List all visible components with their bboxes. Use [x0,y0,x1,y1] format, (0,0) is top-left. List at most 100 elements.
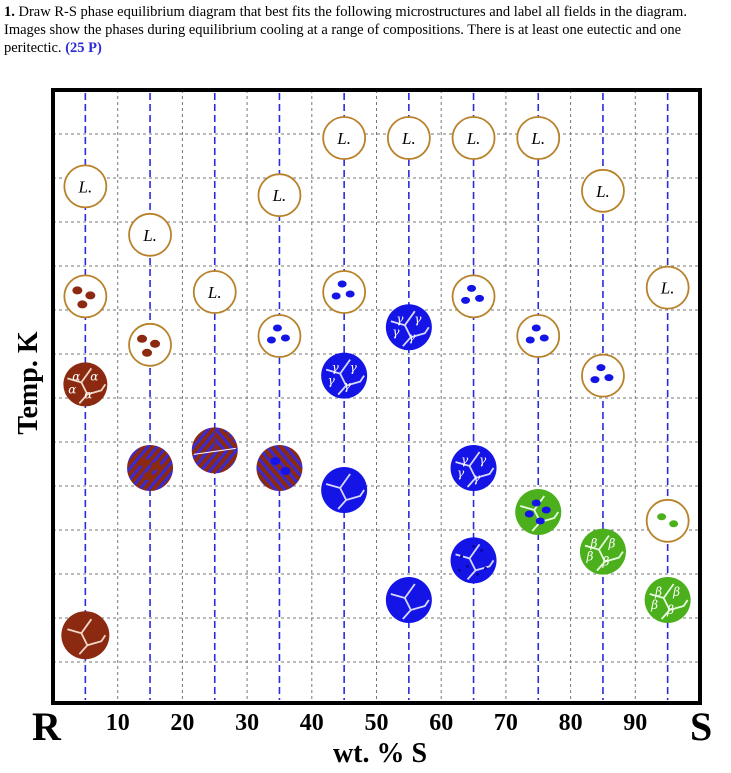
particle [484,566,488,570]
grain-disc [579,528,626,575]
microstructure-eutectic [191,427,238,474]
diagram-grid [53,90,700,703]
phase-symbol: α [84,387,92,401]
particle [590,376,600,384]
phase-symbol: β [589,537,597,551]
microstructure-liquid: L. [257,173,302,218]
particle [272,324,282,332]
grain-disc [63,362,108,407]
x-tick-label: 50 [364,710,389,736]
circle [451,116,496,160]
particle [669,520,679,528]
microstructure-gamma-solid [321,467,368,513]
particle [475,294,485,302]
microstructure-liquid-gamma [322,270,367,314]
liquid-label: L. [466,129,481,148]
microstructure-gamma-grains: γ γγ γ [450,445,497,491]
microstructure-liquid-gamma [257,314,302,358]
grain-disc [385,577,432,623]
microstructure-liquid: L. [322,116,367,160]
liquid-label: L. [272,186,287,205]
grain-boundary [410,326,430,339]
liquid-label: L. [207,283,222,302]
circle [192,270,237,314]
liquid-label: L. [401,129,416,148]
right-end-label: S [690,704,713,749]
grain-boundary [345,375,365,387]
diagram-frame [51,88,702,705]
phase-symbol: γ [350,361,358,375]
circle [63,164,108,209]
particle [535,517,545,525]
circle [322,270,367,314]
particle [596,364,606,372]
circle [386,116,431,160]
microstructure-liquid: L. [192,270,237,314]
grain-boundary [345,489,365,501]
microstructure-beta-grains: β ββ β [579,528,626,575]
microstructure-liquid-beta [645,498,690,543]
circle [645,498,690,543]
particle [467,284,477,292]
particle [142,348,153,357]
phase-symbol: γ [461,453,469,467]
grain-disc [450,445,497,491]
microstructure-liquid: L. [63,164,108,209]
colony-boundary [193,447,236,455]
circle [322,116,367,160]
grain-boundary [87,634,107,647]
particle [539,334,549,342]
phase-symbol: α [68,382,76,396]
x-tick-label: 40 [299,710,324,736]
phase-symbol: α [72,369,80,383]
liquid-label: L. [660,279,675,298]
particle [151,462,162,470]
circle [128,212,172,257]
y-axis-label: Temp. K [13,331,44,435]
phase-symbol: γ [457,466,465,480]
microstructure-eutectic-gamma-primary [256,445,303,491]
question-points: (25 P) [65,40,102,56]
phase-symbol: γ [332,361,340,375]
liquid-label: L. [336,129,351,148]
circle [257,173,302,218]
particle [85,291,96,300]
microstructure-liquid: L. [451,116,496,160]
microstructures: L.α αα αL.L.L.L.γ γγ γL.γ γγ γL.γ γγ γL.L.β ββ βL.… [61,116,691,660]
particle [280,334,290,342]
particle [331,292,341,300]
particle [458,568,462,572]
phase-symbol: β [654,585,662,599]
particle [266,336,276,344]
phase-symbol: γ [473,471,481,485]
particle [72,286,83,295]
liquid-label: L. [595,182,610,201]
phase-symbol: γ [396,312,404,326]
circle [581,353,625,398]
circle [581,168,625,213]
grain-boundary [604,551,624,563]
particle [476,572,480,576]
lamellar-disc [256,445,303,491]
microstructure-liquid-alpha [128,322,172,367]
question-number: 1. [4,4,15,20]
phase-symbol: γ [392,325,400,339]
microstructure-liquid: L. [581,168,625,213]
x-axis-label: wt. % S [332,738,428,769]
grain-boundary [475,559,495,572]
phase-symbol: α [90,369,98,383]
particle [150,339,161,348]
microstructure-liquid-gamma [581,353,625,398]
circle [63,274,108,319]
microstructure-alpha-grains: α αα α [63,362,108,407]
microstructure-gamma-grains: γ γγ γ [321,352,368,399]
particle [143,472,154,480]
microstructure-liquid: L. [516,116,561,160]
phase-symbol: γ [328,374,336,388]
grain-boundary [475,467,495,479]
microstructure-liquid-alpha [63,274,108,319]
circle [128,322,172,367]
microstructure-liquid-gamma [451,274,496,319]
question-line2: Images show the phases during equilibriu… [4,22,682,56]
particle [657,513,667,521]
